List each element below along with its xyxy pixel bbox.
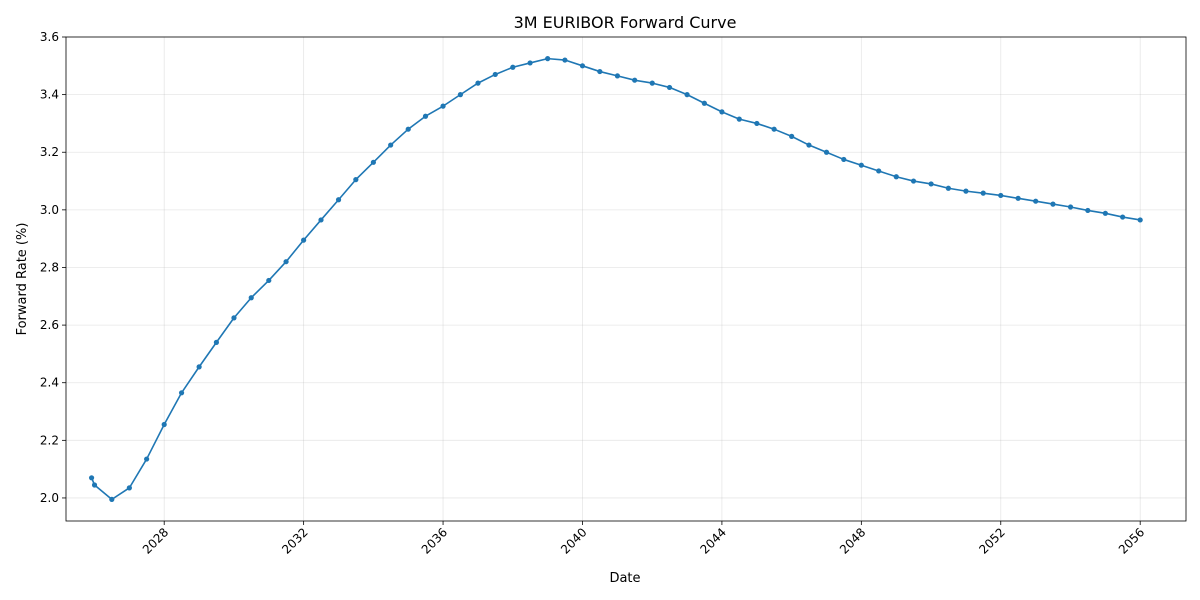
data-point: [353, 177, 359, 183]
data-point: [510, 64, 516, 70]
data-point: [1102, 210, 1108, 216]
data-point: [1067, 204, 1074, 210]
data-point: [370, 159, 376, 165]
data-point: [144, 456, 150, 462]
x-axis-label: Date: [609, 571, 640, 586]
data-point: [1015, 195, 1021, 201]
plot-area: [88, 56, 1143, 502]
y-tick-label: 3.2: [40, 145, 59, 159]
data-point: [457, 92, 464, 98]
data-point: [388, 142, 394, 148]
data-point: [178, 390, 185, 396]
data-point: [492, 71, 498, 78]
data-point: [666, 84, 673, 91]
data-point: [945, 185, 951, 191]
y-tick-label: 3.6: [40, 30, 59, 44]
data-point: [998, 192, 1004, 199]
data-point: [231, 315, 237, 321]
data-point: [701, 100, 707, 106]
data-point: [649, 80, 655, 86]
y-tick-label: 2.0: [40, 491, 59, 505]
data-point: [597, 68, 603, 75]
data-point: [1085, 207, 1091, 214]
chart-title: 3M EURIBOR Forward Curve: [514, 13, 737, 32]
data-point: [789, 133, 795, 139]
data-point: [422, 113, 429, 119]
data-point: [893, 174, 899, 180]
data-point: [545, 56, 551, 62]
y-tick-label: 2.8: [40, 260, 59, 274]
y-tick-label: 2.6: [40, 318, 59, 332]
data-point: [335, 197, 342, 203]
data-point: [283, 259, 289, 265]
data-point: [196, 364, 202, 370]
data-point: [248, 295, 254, 301]
data-point: [475, 80, 481, 86]
data-point: [527, 60, 533, 66]
data-point: [823, 149, 830, 155]
data-point: [109, 496, 115, 502]
data-point: [562, 57, 568, 63]
data-point: [301, 237, 307, 243]
data-point: [318, 217, 324, 223]
data-point: [771, 126, 777, 132]
data-point: [440, 103, 446, 109]
data-point: [632, 77, 638, 83]
y-tick-label: 2.2: [40, 433, 59, 447]
data-point: [614, 73, 621, 79]
data-point: [266, 277, 272, 284]
data-point: [161, 421, 167, 428]
y-tick-label: 2.4: [40, 376, 59, 390]
data-point: [910, 178, 917, 184]
data-point: [876, 168, 882, 174]
y-tick-label: 3.0: [40, 203, 59, 217]
data-point: [1137, 217, 1143, 223]
data-point: [928, 181, 934, 187]
data-point: [88, 475, 95, 481]
y-axis-label: Forward Rate (%): [15, 223, 30, 336]
data-point: [754, 120, 760, 127]
data-point: [1050, 201, 1056, 207]
data-point: [806, 142, 812, 148]
data-point: [841, 156, 847, 163]
data-point: [1120, 214, 1126, 220]
y-tick-label: 3.4: [40, 88, 59, 102]
data-point: [579, 63, 586, 69]
data-point: [91, 482, 98, 488]
data-point: [213, 339, 219, 345]
data-point: [126, 485, 132, 491]
data-point: [858, 162, 864, 168]
data-point: [684, 92, 690, 98]
data-point: [980, 190, 986, 196]
axes-frame: [65, 36, 1187, 522]
data-point: [719, 109, 725, 115]
data-point: [963, 188, 969, 194]
series-line: [90, 57, 1141, 501]
data-point: [736, 116, 742, 122]
data-point: [1033, 198, 1039, 204]
y-axis-ticks: 2.0 2.2 2.4 2.6 2.8 3.0 3.2 3.4 3.6: [40, 30, 66, 505]
data-point: [405, 126, 411, 132]
